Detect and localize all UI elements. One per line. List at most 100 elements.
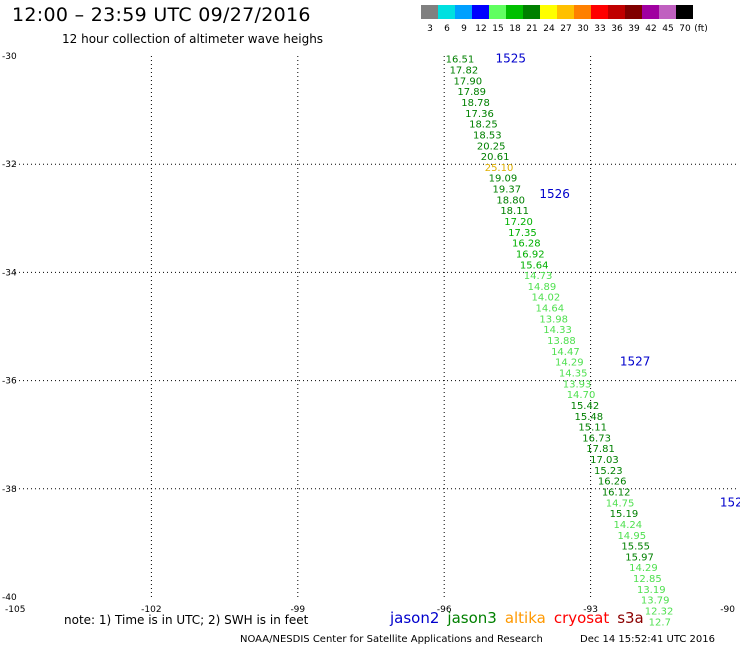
wave-height-value: 14.73 [524,271,553,282]
wave-height-value: 15.48 [574,412,603,423]
lon-tick-label: -105 [5,605,25,615]
scale-label: 39 [628,24,640,34]
wave-height-value: 13.79 [641,596,670,607]
scale-label: 12 [475,24,487,34]
wave-height-value: 14.24 [614,520,643,531]
footer-credit: NOAA/NESDIS Center for Satellite Applica… [240,634,543,645]
wave-height-value: 14.35 [559,368,588,379]
wave-height-value: 20.61 [481,152,510,163]
wave-height-value: 12.7 [649,617,671,628]
scale-label: 24 [543,24,555,34]
wave-height-value: 15.97 [625,552,654,563]
pass-number-label: 1528 [720,495,740,509]
legend-item: cryosat [553,609,610,627]
lon-tick-label: -96 [437,605,452,615]
wave-height-value: 17.82 [450,66,479,77]
wave-height-value: 14.75 [606,498,635,509]
wave-height-value: 15.23 [594,466,623,477]
wave-height-value: 17.36 [465,109,494,120]
wave-height-value: 19.09 [489,174,518,185]
wave-height-value: 15.11 [578,423,607,434]
wave-height-value: 15.42 [571,401,600,412]
wave-height-value: 15.55 [621,542,650,553]
page-title: 12:00 – 23:59 UTC 09/27/2016 [12,4,311,26]
scale-swatch [676,5,693,19]
lon-tick-label: -102 [141,605,161,615]
scale-unit: (ft) [694,24,708,34]
pass-number-label: 1526 [539,187,570,201]
scale-swatch [557,5,574,19]
wave-height-value: 14.33 [543,325,572,336]
note-text: note: 1) Time is in UTC; 2) SWH is in fe… [64,613,309,627]
scale-label: 33 [594,24,606,34]
wave-height-value: 15.19 [610,509,639,520]
wave-height-value: 17.89 [457,87,486,98]
scale-label: 27 [560,24,572,34]
wave-height-value: 17.03 [590,455,619,466]
wave-height-value: 18.11 [500,206,529,217]
wave-height-value: 17.81 [586,444,615,455]
lat-tick-label: -30 [2,52,17,62]
scale-label: 45 [662,24,674,34]
satellite-legend: jason2 jason3 altika cryosat s3a [390,609,652,627]
lat-tick-label: -38 [2,485,17,495]
lat-tick-label: -32 [2,160,17,170]
scale-swatch [489,5,506,19]
wave-height-value: 16.12 [602,488,631,499]
wave-height-value: 13.93 [563,379,592,390]
pass-number-label: 1527 [620,355,651,369]
scale-swatch [574,5,591,19]
wave-height-value: 25.10 [485,163,514,174]
scale-label: 42 [645,24,657,34]
scale-swatch [472,5,489,19]
wave-height-value: 18.25 [469,120,498,131]
wave-height-value: 15.64 [520,260,549,271]
scale-swatch [438,5,455,19]
wave-height-value: 14.29 [629,563,658,574]
wave-height-value: 17.35 [508,228,537,239]
lat-tick-label: -34 [2,268,17,278]
wave-height-value: 13.88 [547,336,576,347]
scale-swatch [608,5,625,19]
legend-item: altika [504,609,546,627]
lon-tick-label: -99 [290,605,305,615]
lat-tick-label: -40 [2,593,17,603]
scale-label: 9 [461,24,467,34]
wave-height-value: 18.80 [496,195,525,206]
page-subtitle: 12 hour collection of altimeter wave hei… [62,32,324,46]
wave-height-value: 12.85 [633,574,662,585]
wave-height-value: 13.98 [539,314,568,325]
wave-height-value: 14.95 [617,531,646,542]
legend-item: jason3 [447,609,497,627]
wave-height-value: 13.19 [637,585,666,596]
wave-height-value: 18.78 [461,98,490,109]
scale-swatch [455,5,472,19]
wave-height-value: 17.90 [453,76,482,87]
wave-height-value: 14.47 [551,347,580,358]
wave-height-value: 20.25 [477,141,506,152]
scale-label: 15 [492,24,504,34]
wave-height-value: 14.70 [567,390,596,401]
scale-swatch [642,5,659,19]
wave-height-value: 14.29 [555,358,584,369]
scale-swatch [506,5,523,19]
scale-swatch [625,5,642,19]
scale-label: 6 [444,24,450,34]
wave-height-value: 16.26 [598,477,627,488]
wave-height-value: 14.64 [535,304,564,315]
wave-height-value: 16.73 [582,433,611,444]
wave-height-value: 19.37 [493,185,522,196]
scale-label: 3 [427,24,433,34]
wave-height-value: 14.89 [528,282,557,293]
wave-height-value: 16.92 [516,249,545,260]
wave-height-value: 18.53 [473,130,502,141]
pass-number-label: 1525 [495,52,526,66]
wave-height-value: 17.20 [504,217,533,228]
wave-height-value: 16.28 [512,239,541,250]
scale-swatch [659,5,676,19]
scale-label: 30 [577,24,589,34]
lon-tick-label: -90 [720,605,735,615]
wave-height-value: 16.51 [446,55,475,66]
scale-label: 21 [526,24,538,34]
